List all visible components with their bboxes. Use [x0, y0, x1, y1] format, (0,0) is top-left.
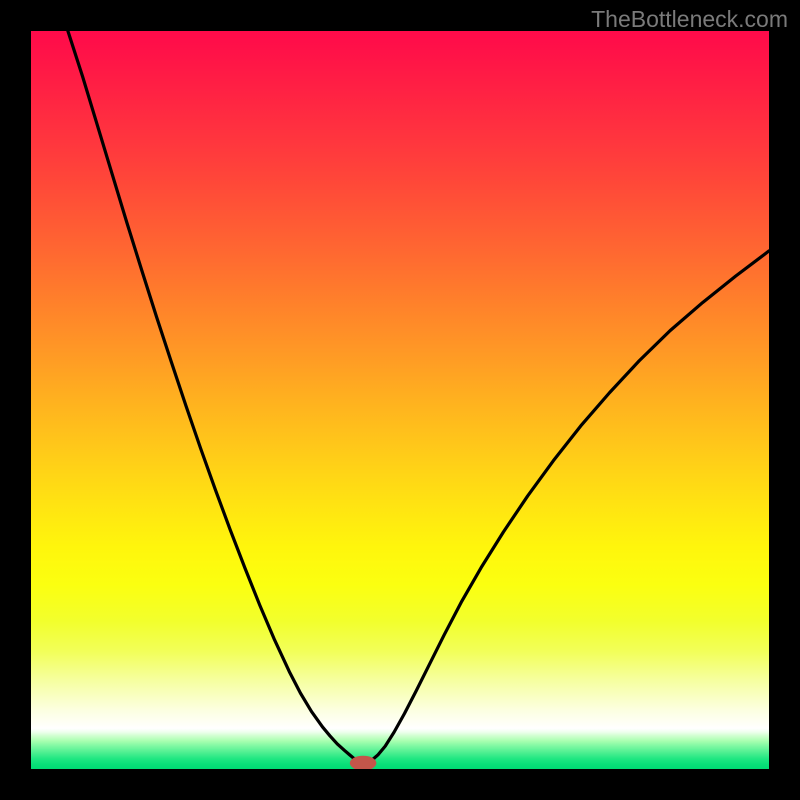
chart-svg [31, 31, 769, 769]
gradient-background [31, 31, 769, 769]
chart-plot-area [31, 31, 769, 769]
watermark-text: TheBottleneck.com [591, 6, 788, 33]
